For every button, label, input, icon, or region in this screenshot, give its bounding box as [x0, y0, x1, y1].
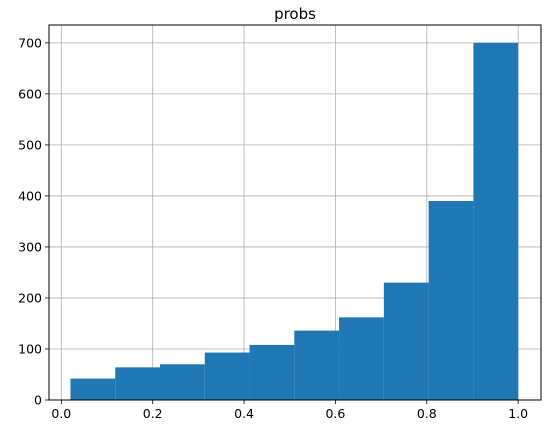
histogram-bar: [70, 378, 116, 400]
y-tick-label: 600: [18, 86, 42, 101]
x-tick-label: 0.8: [417, 406, 437, 421]
histogram-bar: [204, 352, 250, 400]
x-tick-label: 0.4: [234, 406, 254, 421]
chart-title: probs: [274, 5, 316, 23]
x-axis: 0.0 0.2 0.4 0.6 0.8 1.0: [51, 400, 528, 421]
y-tick-label: 100: [18, 341, 42, 356]
y-tick-label: 0: [34, 393, 42, 408]
histogram-bar: [473, 42, 519, 400]
y-tick-label: 700: [18, 35, 42, 50]
y-tick-label: 400: [18, 188, 42, 203]
y-tick-label: 500: [18, 137, 42, 152]
y-axis: 0 100 200 300 400 500 600 700: [18, 35, 49, 408]
histogram-bar: [428, 201, 474, 400]
plot-frame: [48, 24, 542, 401]
y-tick-label: 300: [18, 239, 42, 254]
x-tick-label: 0.6: [325, 406, 345, 421]
x-tick-label: 1.0: [508, 406, 528, 421]
histogram-bar: [115, 367, 161, 400]
bars: [70, 42, 519, 400]
histogram-bar: [383, 282, 429, 400]
x-tick-label: 0.0: [51, 406, 71, 421]
y-tick-label: 200: [18, 290, 42, 305]
histogram-bar: [339, 317, 384, 400]
histogram-bar: [294, 330, 340, 400]
x-tick-label: 0.2: [143, 406, 163, 421]
histogram-bar: [160, 364, 205, 400]
histogram-bar: [249, 344, 295, 400]
